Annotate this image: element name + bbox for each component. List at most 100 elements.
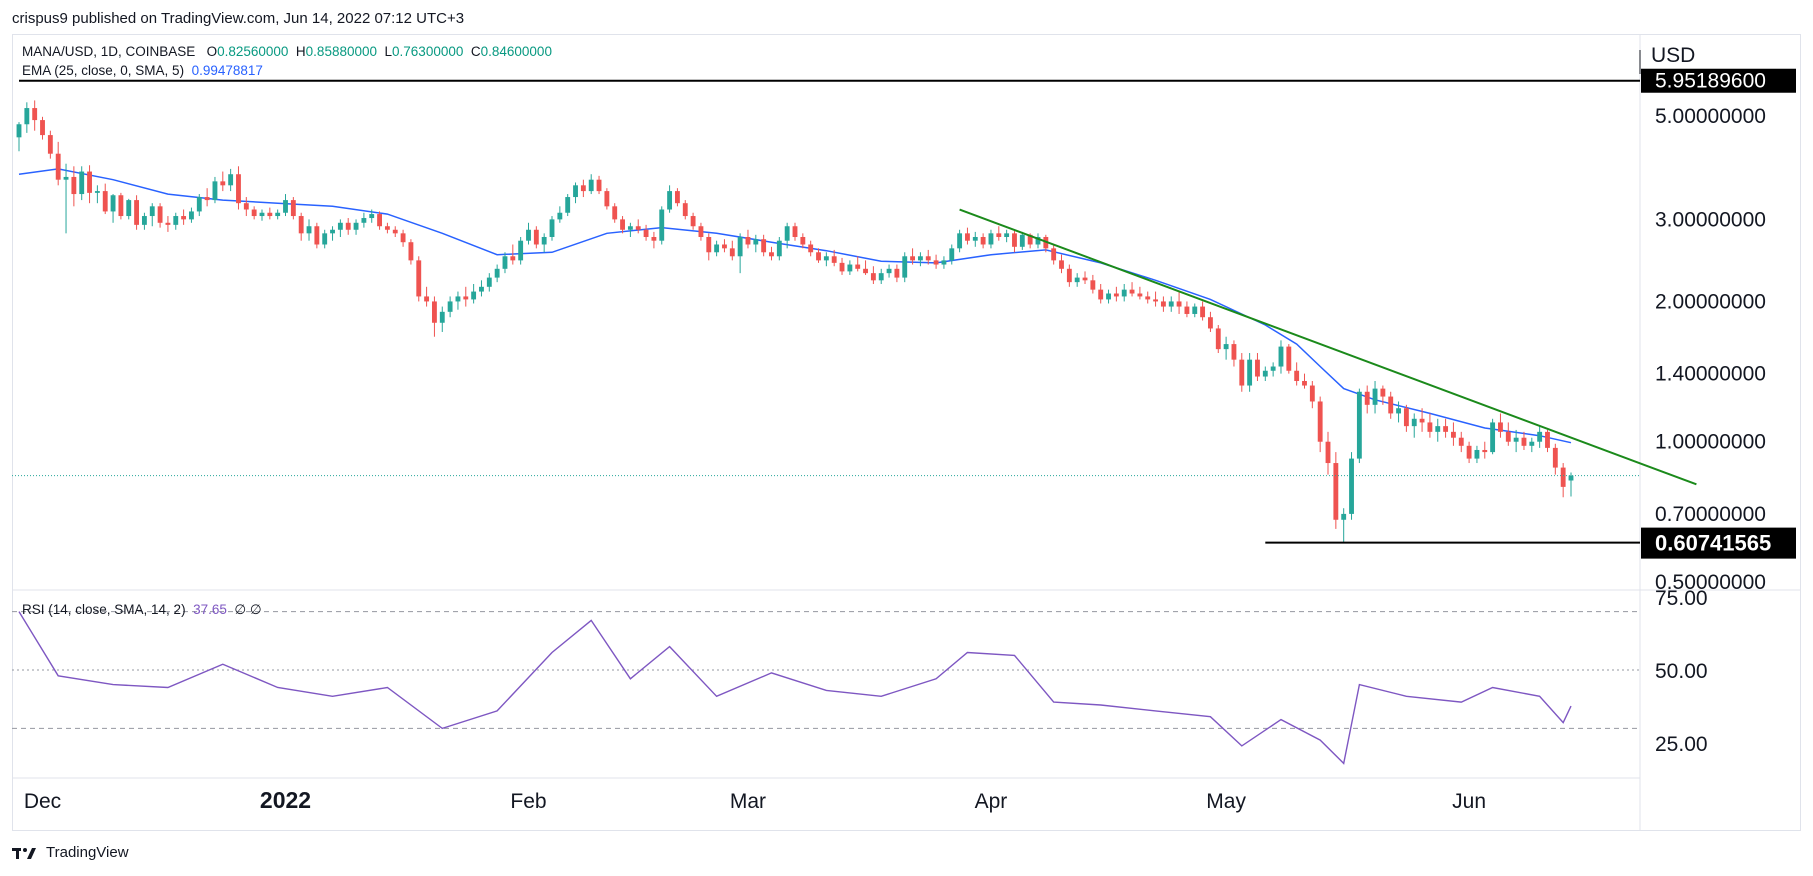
candle: [337, 219, 343, 237]
candle: [604, 188, 610, 210]
rsi-legend-label[interactable]: RSI (14, close, SMA, 14, 2): [22, 602, 186, 617]
candle: [588, 174, 594, 195]
candle: [753, 234, 759, 253]
candle-body: [1427, 422, 1433, 432]
candle: [894, 264, 900, 283]
candle-body: [1482, 449, 1488, 453]
candle-body: [761, 239, 767, 253]
candle: [792, 222, 798, 241]
candle: [659, 206, 665, 245]
candle: [24, 102, 30, 133]
candle-body: [16, 124, 22, 138]
candle-body: [1349, 458, 1354, 514]
brand-name: TradingView: [46, 844, 129, 861]
candle: [925, 249, 931, 265]
candle: [486, 273, 492, 292]
candle-body: [1074, 277, 1080, 283]
rsi-line: [18, 611, 1572, 765]
candle: [314, 222, 320, 249]
candle-body: [823, 256, 829, 261]
candle: [1160, 296, 1166, 312]
candle: [1294, 362, 1300, 386]
candle-body: [1066, 268, 1072, 283]
tradingview-brand[interactable]: TradingView: [12, 844, 129, 861]
candle-body: [1231, 344, 1237, 360]
candle-body: [557, 212, 563, 220]
candle: [1168, 296, 1174, 312]
candle: [1309, 380, 1315, 409]
candle: [847, 260, 853, 275]
candle: [126, 198, 132, 220]
candle: [243, 197, 249, 217]
close-value: 0.84600000: [480, 44, 552, 59]
candle-body: [784, 226, 790, 241]
candle-body: [1223, 344, 1229, 350]
candle: [1396, 401, 1401, 423]
candle-body: [1090, 280, 1096, 290]
candle: [63, 163, 69, 234]
candle-body: [369, 214, 375, 219]
candle-body: [1082, 277, 1088, 281]
candle: [236, 166, 241, 210]
candle-body: [259, 212, 265, 217]
candle-body: [1247, 359, 1253, 386]
rsi-legend-extra: ∅ ∅: [234, 602, 262, 617]
candle-body: [580, 185, 586, 192]
candle: [1051, 244, 1057, 265]
trendline: [959, 208, 1697, 486]
candle-body: [526, 229, 531, 241]
candle: [698, 222, 704, 241]
candle: [1490, 418, 1496, 455]
candle-body: [753, 239, 759, 245]
candle: [432, 296, 437, 337]
candle: [392, 226, 398, 237]
candle-body: [659, 209, 665, 241]
candle-body: [1294, 370, 1300, 381]
candle: [212, 176, 218, 204]
candle-body: [322, 233, 328, 245]
candle-body: [1341, 513, 1347, 520]
candle-body: [776, 240, 782, 257]
candle-body: [886, 268, 892, 274]
candle-body: [87, 171, 92, 193]
candle-body: [353, 222, 359, 230]
candle-body: [1545, 431, 1550, 448]
candle: [353, 219, 359, 235]
chart-gridlines: [12, 34, 1801, 831]
candle: [424, 286, 430, 307]
symbol-label[interactable]: MANA/USD, 1D, COINBASE: [22, 44, 196, 59]
candle: [181, 209, 187, 225]
candle: [1356, 388, 1362, 464]
candle: [1529, 437, 1535, 453]
candle-body: [212, 181, 218, 201]
candle: [361, 212, 367, 228]
candle: [737, 233, 743, 274]
candle-body: [1286, 346, 1292, 371]
candle: [416, 256, 422, 302]
candle-body: [94, 191, 100, 193]
candle: [1137, 286, 1143, 300]
candle-body: [674, 191, 680, 204]
candle: [447, 296, 453, 318]
candle: [620, 216, 625, 234]
candle-body: [1176, 301, 1182, 307]
candle: [1443, 418, 1449, 438]
candle: [1474, 445, 1480, 464]
price-legend: MANA/USD, 1D, COINBASE O0.82560000 H0.85…: [22, 44, 552, 59]
ema-legend-label[interactable]: EMA (25, close, 0, SMA, 5): [22, 63, 185, 78]
candle-body: [196, 197, 202, 212]
candle: [1349, 452, 1354, 520]
candle: [526, 222, 531, 245]
candle-body: [486, 277, 492, 287]
candle: [251, 206, 257, 220]
rsi-legend-value: 37.65: [193, 602, 227, 617]
candle: [1019, 231, 1025, 250]
candle: [910, 248, 916, 265]
candle: [706, 233, 712, 261]
candle: [173, 212, 179, 230]
candle-body: [1458, 437, 1464, 446]
candle: [855, 256, 861, 272]
candle: [1059, 254, 1064, 274]
candle-body: [384, 226, 390, 230]
